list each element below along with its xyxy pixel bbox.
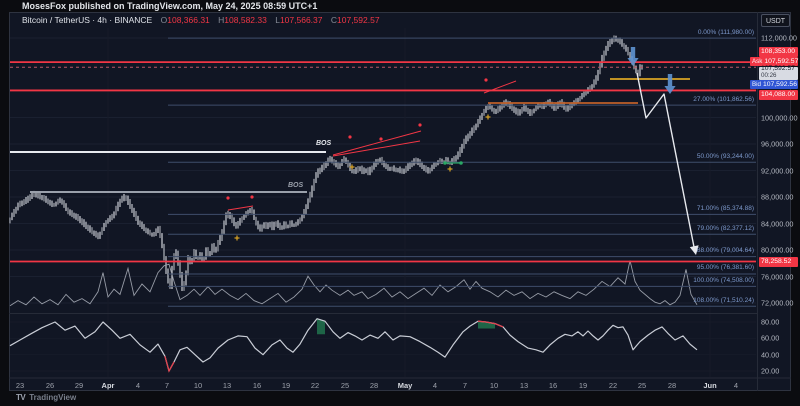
time-axis-label[interactable]: 22 — [608, 381, 618, 390]
price-tick-label[interactable]: 100,000.00 — [761, 113, 798, 122]
close-value: 107,592.57 — [337, 15, 380, 25]
price-tick-label[interactable]: 92,000.00 — [761, 166, 794, 175]
oscillator-series — [9, 318, 698, 373]
red-trendline[interactable] — [227, 205, 254, 211]
price-tick-label[interactable]: 96,000.00 — [761, 139, 794, 149]
candlestick-series — [9, 35, 643, 292]
time-axis-label[interactable]: 26 — [45, 381, 55, 390]
green-dot-mark[interactable] — [459, 161, 463, 165]
red-dot-mark[interactable] — [250, 195, 254, 199]
time-axis-label[interactable]: 13 — [222, 381, 232, 390]
time-axis-label[interactable]: 7 — [164, 381, 170, 390]
red-dot-mark[interactable] — [348, 135, 352, 139]
time-axis-label[interactable]: 10 — [489, 381, 499, 390]
red-dot-mark[interactable] — [484, 78, 488, 82]
time-axis-label[interactable]: 22 — [310, 381, 320, 390]
time-axis-label[interactable]: 13 — [519, 381, 529, 390]
projection-path[interactable] — [636, 72, 699, 255]
volume-series — [9, 260, 698, 307]
time-axis-label[interactable]: 19 — [578, 381, 588, 390]
tradingview-logo-icon: TV — [16, 393, 26, 402]
red-trendline[interactable] — [483, 80, 517, 94]
time-axis-label[interactable]: 4 — [135, 381, 141, 390]
price-tick-label[interactable]: 76,000.00 — [761, 272, 794, 281]
oscillator-red-segment — [477, 320, 504, 328]
time-axis-label[interactable]: 10 — [193, 381, 203, 390]
volume-line — [9, 260, 698, 307]
time-axis-label[interactable]: May — [397, 381, 413, 390]
time-axis-label[interactable]: 28 — [369, 381, 379, 390]
red-dot-mark[interactable] — [226, 196, 230, 200]
projection-line[interactable] — [636, 72, 695, 248]
time-axis-label[interactable]: Jun — [703, 381, 717, 390]
arrow-down-marker[interactable] — [664, 74, 676, 94]
tradingview-logo-text: TradingView — [29, 393, 77, 402]
time-axis-label[interactable]: 7 — [462, 381, 468, 390]
tradingview-watermark[interactable]: TV TradingView — [16, 393, 76, 402]
price-tick-label[interactable]: 88,000.00 — [761, 192, 794, 202]
high-value: 108,582.33 — [224, 15, 267, 25]
time-axis-label[interactable]: 25 — [340, 381, 350, 390]
oscillator-green-fill — [317, 318, 325, 335]
time-axis-label[interactable]: 28 — [667, 381, 677, 390]
currency-toggle-button[interactable]: USDT — [761, 14, 790, 27]
chart-marks[interactable] — [226, 78, 491, 241]
close-label: C — [330, 15, 338, 25]
price-tick-label[interactable]: 112,000.00 — [761, 33, 797, 43]
open-label: O — [160, 15, 168, 25]
publish-banner: MosesFox published on TradingView.com, M… — [22, 1, 318, 11]
time-axis-label[interactable]: Apr — [101, 381, 115, 390]
time-axis-label[interactable]: 4 — [733, 381, 739, 390]
time-axis-label[interactable]: 16 — [548, 381, 558, 390]
time-axis-label[interactable]: 23 — [15, 381, 25, 390]
oscillator-red-segment — [164, 356, 175, 373]
price-tick-label[interactable]: 72,000.00 — [761, 298, 794, 308]
oscillator-tick-label[interactable]: 80.00 — [761, 317, 780, 327]
trendlines[interactable] — [227, 80, 517, 211]
oscillator-tick-label[interactable]: 60.00 — [761, 333, 780, 343]
symbol-title[interactable]: Bitcoin / TetherUS · 4h · BINANCE — [22, 15, 153, 25]
open-value: 108,366.31 — [167, 15, 210, 25]
arrow-down-marker[interactable] — [627, 47, 639, 66]
time-axis-label[interactable]: 29 — [74, 381, 84, 390]
fib-retracement[interactable] — [168, 37, 756, 307]
time-axis-label[interactable]: 16 — [252, 381, 262, 390]
high-label: H — [218, 15, 225, 25]
low-value: 107,566.37 — [279, 15, 323, 25]
green-dot-mark[interactable] — [443, 161, 447, 165]
time-axis-label[interactable]: 4 — [432, 381, 438, 390]
low-label: L — [275, 15, 280, 25]
red-dot-mark[interactable] — [379, 137, 383, 141]
oscillator-tick-label[interactable]: 20.00 — [761, 366, 780, 376]
price-tick-label[interactable]: 84,000.00 — [761, 219, 794, 228]
price-tick-label[interactable]: 80,000.00 — [761, 245, 794, 255]
red-trendline[interactable] — [332, 130, 422, 156]
red-dot-mark[interactable] — [418, 123, 422, 127]
time-axis-label[interactable]: 19 — [281, 381, 291, 390]
projection-arrowhead[interactable] — [689, 245, 699, 255]
time-axis-label[interactable]: 25 — [637, 381, 647, 390]
oscillator-line — [9, 318, 698, 372]
red-trendline[interactable] — [332, 140, 421, 157]
oscillator-tick-label[interactable]: 40.00 — [761, 350, 780, 360]
symbol-legend[interactable]: Bitcoin / TetherUS · 4h · BINANCE O108,3… — [22, 15, 380, 25]
